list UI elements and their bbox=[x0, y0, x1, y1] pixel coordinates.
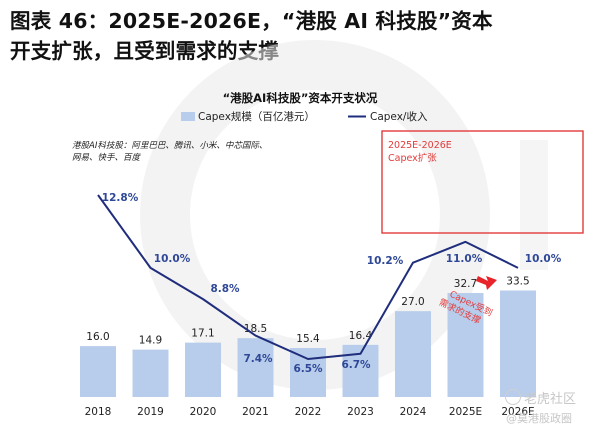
line-value-label-2018: 12.8% bbox=[102, 192, 139, 204]
line-series bbox=[97, 194, 519, 360]
bar-2026E bbox=[500, 290, 536, 397]
bar-2021 bbox=[237, 338, 274, 397]
tiger-watermark-text: 老虎社区 bbox=[524, 392, 577, 407]
x-tick-2018: 2018 bbox=[85, 406, 112, 418]
highlight-box-line-1: 2025E-2026E bbox=[388, 140, 452, 151]
line-value-label-2026E: 10.0% bbox=[525, 253, 562, 265]
x-tick-2025E: 2025E bbox=[449, 406, 482, 418]
legend-bar-swatch bbox=[181, 112, 195, 121]
user-watermark: @莫港股政圈 bbox=[506, 412, 572, 425]
highlight-box: 2025E-2026E Capex扩张 bbox=[381, 130, 584, 234]
capex-to-revenue-line bbox=[97, 194, 519, 360]
figure-title-line-2: 开支扩张，且受到需求的支撑 bbox=[10, 39, 280, 63]
bar-value-label-2019: 14.9 bbox=[139, 335, 162, 347]
bar-value-label-2020: 17.1 bbox=[191, 328, 214, 340]
x-tick-2024: 2024 bbox=[400, 406, 427, 418]
figure-title: 图表 46：2025E-2026E，“港股 AI 科技股”资本 开支扩张，且受到… bbox=[10, 6, 585, 66]
x-tick-2026E: 2026E bbox=[501, 406, 534, 418]
bar-series bbox=[80, 290, 536, 397]
bar-2020 bbox=[185, 342, 221, 397]
line-value-label-2025E: 11.0% bbox=[446, 253, 483, 265]
background-watermark-ring bbox=[140, 40, 548, 390]
bar-2022 bbox=[290, 348, 326, 397]
constituents-note-line-2: 网易、快手、百度 bbox=[72, 152, 142, 163]
line-value-label-2022: 6.5% bbox=[293, 363, 323, 375]
line-value-label-2021: 7.4% bbox=[243, 353, 273, 365]
legend-line-label: Capex/收入 bbox=[370, 110, 428, 123]
legend: Capex规模（百亿港元） Capex/收入 bbox=[181, 110, 428, 123]
tiger-community-watermark: 老虎社区 bbox=[505, 388, 576, 407]
bar-value-label-2024: 27.0 bbox=[401, 296, 424, 308]
bar-value-label-2025E: 32.7 bbox=[454, 278, 477, 290]
bar-value-label-2022: 15.4 bbox=[296, 333, 320, 345]
x-tick-2019: 2019 bbox=[137, 406, 164, 418]
bar-2018 bbox=[80, 346, 116, 397]
line-value-label-2023: 6.7% bbox=[341, 359, 371, 371]
bar-2025E bbox=[447, 293, 484, 397]
annotation-arrow bbox=[476, 276, 497, 290]
x-axis-tick-labels: 2018 2019 2020 2021 2022 2023 2024 2025E 2026E bbox=[85, 406, 535, 418]
x-tick-2021: 2021 bbox=[242, 406, 269, 418]
line-value-label-2019: 10.0% bbox=[154, 253, 191, 265]
bar-value-label-2026E: 33.5 bbox=[506, 275, 529, 287]
legend-bar-label: Capex规模（百亿港元） bbox=[198, 110, 315, 123]
figure-title-line-1: 图表 46：2025E-2026E，“港股 AI 科技股”资本 bbox=[10, 9, 493, 33]
bar-2019 bbox=[132, 349, 169, 397]
bar-value-label-2023: 16.4 bbox=[349, 330, 373, 342]
chart-title: “港股AI科技股”资本开支状况 bbox=[223, 91, 378, 105]
tiger-paw-icon bbox=[505, 389, 521, 405]
x-tick-2022: 2022 bbox=[295, 406, 322, 418]
highlight-box-line-2: Capex扩张 bbox=[388, 152, 437, 164]
line-value-label-2020: 8.8% bbox=[210, 283, 240, 295]
x-tick-2023: 2023 bbox=[347, 406, 374, 418]
constituents-note-line-1: 港股AI科技股：阿里巴巴、腾讯、小米、中芯国际、 bbox=[72, 140, 267, 151]
bar-value-label-2018: 16.0 bbox=[86, 331, 109, 343]
line-value-label-2024: 10.2% bbox=[367, 255, 404, 267]
x-tick-2020: 2020 bbox=[190, 406, 217, 418]
line-value-labels: 12.8% 10.0% 8.8% 7.4% 6.5% 6.7% 10.2% 11.0% 10.0… bbox=[102, 192, 562, 375]
bar-2024 bbox=[395, 311, 431, 397]
